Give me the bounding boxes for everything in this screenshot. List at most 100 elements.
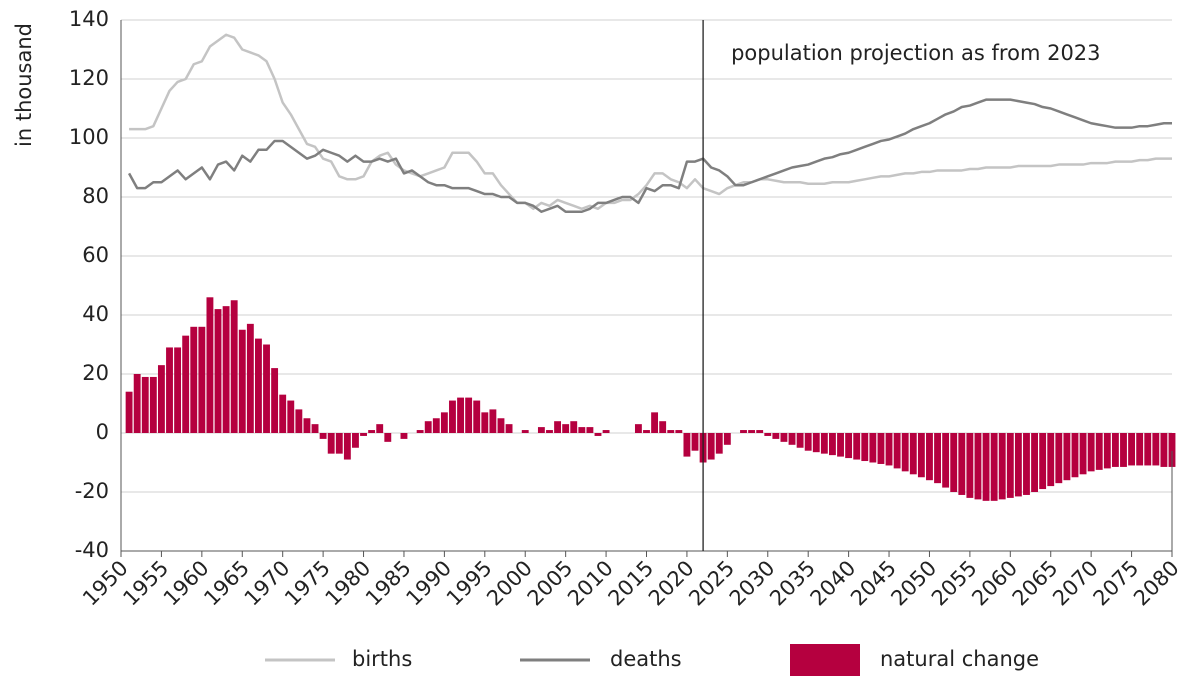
bar <box>440 412 448 433</box>
bar <box>926 433 933 481</box>
bar <box>1031 433 1038 492</box>
bar <box>521 430 529 433</box>
x-tick-label: 1990 <box>401 556 456 611</box>
bar <box>675 430 683 433</box>
bar <box>157 365 165 433</box>
bar <box>1168 433 1176 467</box>
legend-label: births <box>352 647 412 671</box>
bar <box>1071 433 1079 478</box>
bar <box>271 368 279 433</box>
bar <box>327 433 335 454</box>
y-tick-label: -40 <box>75 538 109 562</box>
bar <box>206 297 214 433</box>
bar <box>166 347 173 433</box>
bar <box>1063 433 1071 481</box>
bar <box>287 400 295 433</box>
bar <box>303 418 311 433</box>
legend-swatch <box>790 644 860 676</box>
x-tick-label: 2075 <box>1089 556 1144 611</box>
bar <box>667 430 675 433</box>
bar <box>554 421 562 433</box>
bar <box>804 433 812 451</box>
bar <box>182 335 190 433</box>
bar <box>546 430 553 433</box>
bar <box>853 433 861 460</box>
y-tick-label: 100 <box>69 125 109 149</box>
bar <box>715 433 723 454</box>
bar <box>796 433 804 448</box>
x-tick-label: 1955 <box>118 556 173 611</box>
y-tick-label: 140 <box>69 7 109 31</box>
bar <box>537 427 545 433</box>
bar <box>602 430 610 433</box>
bar <box>1047 433 1055 487</box>
bar <box>1128 433 1136 466</box>
bar <box>449 400 456 433</box>
bar <box>384 433 392 442</box>
bar <box>255 338 262 433</box>
x-tick-label: 2060 <box>967 556 1022 611</box>
x-tick-label: 1965 <box>199 556 254 611</box>
y-axis-label: in thousand <box>12 23 36 147</box>
bar <box>279 394 287 433</box>
bar <box>505 424 513 433</box>
bar <box>594 433 602 436</box>
bar <box>643 430 650 433</box>
x-tick-label: 1980 <box>321 556 376 611</box>
annotation: population projection as from 2023 <box>731 41 1100 65</box>
bar <box>877 433 885 464</box>
bar <box>457 397 464 433</box>
x-tick-label: 1970 <box>240 556 295 611</box>
x-tick-label: 1975 <box>280 556 335 611</box>
bar <box>845 433 853 459</box>
bar <box>352 433 359 448</box>
bar <box>214 309 222 433</box>
bar <box>481 412 489 433</box>
x-tick-label: 2025 <box>684 556 739 611</box>
x-tick-label: 2010 <box>563 556 618 611</box>
bar <box>634 424 642 433</box>
bar <box>562 424 570 433</box>
bar <box>141 376 149 433</box>
bar <box>942 433 950 488</box>
bar <box>416 430 424 433</box>
bar <box>432 418 440 433</box>
bar <box>1144 433 1152 466</box>
bar <box>230 300 238 433</box>
bar <box>748 430 756 433</box>
x-tick-label: 2015 <box>604 556 659 611</box>
bar <box>885 433 893 466</box>
bar <box>497 418 505 433</box>
x-tick-label: 2005 <box>523 556 578 611</box>
bar <box>222 306 230 433</box>
bar <box>1039 433 1047 490</box>
bar <box>424 421 432 433</box>
bar <box>125 391 133 433</box>
bar <box>820 433 828 454</box>
bar <box>659 421 667 433</box>
bar <box>1160 433 1168 467</box>
y-tick-label: 60 <box>82 243 109 267</box>
bar <box>295 409 303 433</box>
bar <box>958 433 966 495</box>
bar <box>319 433 327 439</box>
bar <box>368 430 376 433</box>
bar <box>400 433 408 439</box>
bar <box>723 433 731 445</box>
bar <box>966 433 974 498</box>
x-tick-label: 2065 <box>1008 556 1063 611</box>
bar <box>376 424 384 433</box>
bar <box>149 376 157 433</box>
bar <box>934 433 941 484</box>
legend-label: natural change <box>880 647 1039 671</box>
bar <box>982 433 990 501</box>
bar <box>909 433 917 475</box>
bar <box>764 433 772 436</box>
bar <box>691 433 699 451</box>
legend: births deaths natural change <box>265 644 1039 676</box>
bar <box>707 433 715 460</box>
bar <box>343 433 351 460</box>
bar <box>174 347 182 433</box>
bar <box>489 409 497 433</box>
bar <box>263 344 270 433</box>
